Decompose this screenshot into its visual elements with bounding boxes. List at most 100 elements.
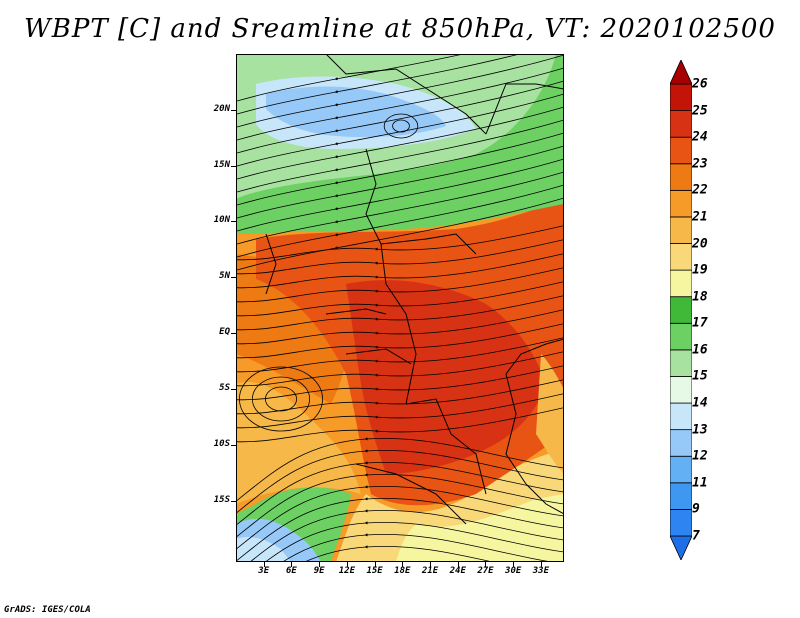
colorbar-segment bbox=[670, 243, 692, 271]
lon-tick-mark bbox=[346, 562, 348, 567]
colorbar-segment bbox=[670, 110, 692, 138]
colorbar-level-label: 26 bbox=[692, 76, 708, 92]
country-boundaries bbox=[265, 54, 564, 525]
lon-tick-label: 9E bbox=[313, 566, 325, 576]
streamline-eddy bbox=[383, 113, 419, 139]
colorbar-level-label: 12 bbox=[692, 448, 708, 464]
wbpt-streamline-map bbox=[236, 54, 564, 562]
streamline bbox=[236, 365, 564, 401]
streamline bbox=[236, 93, 564, 167]
colorbar-segment bbox=[670, 429, 692, 457]
lon-tick-mark bbox=[319, 562, 321, 567]
lat-tick-label: 10N bbox=[213, 215, 230, 226]
lon-tick-label: 15E bbox=[366, 566, 383, 576]
field-south-lightyellow bbox=[396, 494, 564, 562]
colorbar-level-label: 20 bbox=[692, 236, 708, 252]
colorbar-level-label: 22 bbox=[692, 182, 708, 198]
lat-tick-label: 5S bbox=[219, 382, 230, 393]
streamline bbox=[281, 533, 554, 562]
streamline bbox=[249, 509, 564, 562]
colorbar-segment bbox=[670, 136, 692, 165]
streamline bbox=[236, 171, 564, 245]
colorbar-level-label: 23 bbox=[692, 156, 708, 172]
grads-credit: GrADS: IGES/COLA bbox=[4, 605, 91, 615]
streamline bbox=[236, 437, 564, 502]
streamline bbox=[236, 54, 564, 128]
streamline bbox=[236, 497, 564, 562]
colorbar bbox=[670, 60, 692, 560]
colorbar-level-label: 15 bbox=[692, 368, 708, 384]
lat-tick-label: 15N bbox=[213, 159, 230, 170]
colorbar-segment bbox=[670, 189, 692, 218]
streamline bbox=[236, 351, 564, 387]
lat-tick-label: 20N bbox=[213, 103, 230, 114]
lon-tick-mark bbox=[263, 562, 265, 567]
colorbar-level-label: 11 bbox=[692, 475, 708, 491]
lat-tick-mark bbox=[231, 165, 236, 167]
streamline-vortex bbox=[264, 386, 298, 412]
streamline-vortex bbox=[251, 376, 311, 422]
streamline bbox=[236, 337, 564, 373]
lon-tick-label: 24E bbox=[449, 566, 466, 576]
colorbar-segment bbox=[670, 83, 692, 111]
streamline bbox=[236, 323, 564, 359]
colorbar-segment bbox=[670, 455, 692, 484]
colorbar-level-label: 7 bbox=[692, 528, 700, 544]
map-panel bbox=[236, 54, 564, 562]
lon-tick-mark bbox=[540, 562, 542, 567]
colorbar-level-label: 14 bbox=[692, 395, 708, 411]
colorbar-level-label: 9 bbox=[692, 501, 700, 517]
streamline bbox=[236, 407, 564, 443]
streamline bbox=[236, 253, 564, 289]
lon-tick-label: 33E bbox=[532, 566, 550, 576]
colorbar-level-label: 19 bbox=[692, 262, 708, 278]
streamline bbox=[303, 545, 495, 562]
lat-tick-mark bbox=[231, 109, 236, 111]
lat-tick-mark bbox=[231, 277, 236, 279]
streamline bbox=[236, 197, 564, 271]
streamline bbox=[236, 267, 564, 303]
colorbar-level-label: 21 bbox=[692, 209, 708, 225]
streamline bbox=[236, 295, 564, 331]
streamline bbox=[236, 379, 564, 415]
streamline bbox=[236, 67, 564, 141]
colorbar-level-label: 16 bbox=[692, 342, 708, 358]
field-south-paleblue bbox=[236, 537, 291, 562]
colorbar-segment bbox=[670, 163, 692, 191]
lon-tick-label: 12E bbox=[338, 566, 355, 576]
colorbar-segment bbox=[670, 482, 692, 510]
colorbar-level-label: 25 bbox=[692, 103, 708, 119]
lon-tick-label: 6E bbox=[286, 566, 297, 576]
lon-tick-label: 18E bbox=[394, 566, 411, 576]
streamline bbox=[236, 106, 564, 180]
map-frame bbox=[236, 54, 564, 562]
colorbar-segment bbox=[670, 322, 692, 351]
colorbar-level-label: 13 bbox=[692, 422, 708, 438]
streamline bbox=[236, 158, 564, 232]
streamline bbox=[236, 309, 564, 345]
field-north-blue bbox=[266, 86, 446, 138]
streamline bbox=[236, 119, 564, 193]
lat-tick-mark bbox=[231, 500, 236, 502]
lon-tick-label: 21E bbox=[421, 566, 439, 576]
colorbar-level-label: 18 bbox=[692, 289, 708, 305]
lon-tick-mark bbox=[513, 562, 515, 567]
streamline bbox=[236, 449, 564, 514]
streamline bbox=[236, 54, 522, 115]
streamline bbox=[236, 281, 564, 317]
streamline bbox=[236, 485, 564, 550]
lon-tick-mark bbox=[457, 562, 459, 567]
lat-tick-mark bbox=[231, 333, 236, 335]
lat-tick-label: 5N bbox=[219, 271, 230, 282]
colorbar-max-triangle bbox=[670, 60, 692, 85]
lat-tick-mark bbox=[231, 444, 236, 446]
lon-tick-mark bbox=[402, 562, 404, 567]
colorbar-segment bbox=[670, 216, 692, 244]
streamline bbox=[236, 461, 564, 526]
lon-tick-mark bbox=[291, 562, 293, 567]
chart-title: WBPT [C] and Sreamline at 850hPa, VT: 20… bbox=[24, 14, 776, 44]
lon-tick-label: 30E bbox=[505, 566, 522, 576]
lon-tick-mark bbox=[374, 562, 376, 567]
streamline bbox=[264, 521, 564, 562]
lat-tick-label: 15S bbox=[213, 494, 230, 505]
